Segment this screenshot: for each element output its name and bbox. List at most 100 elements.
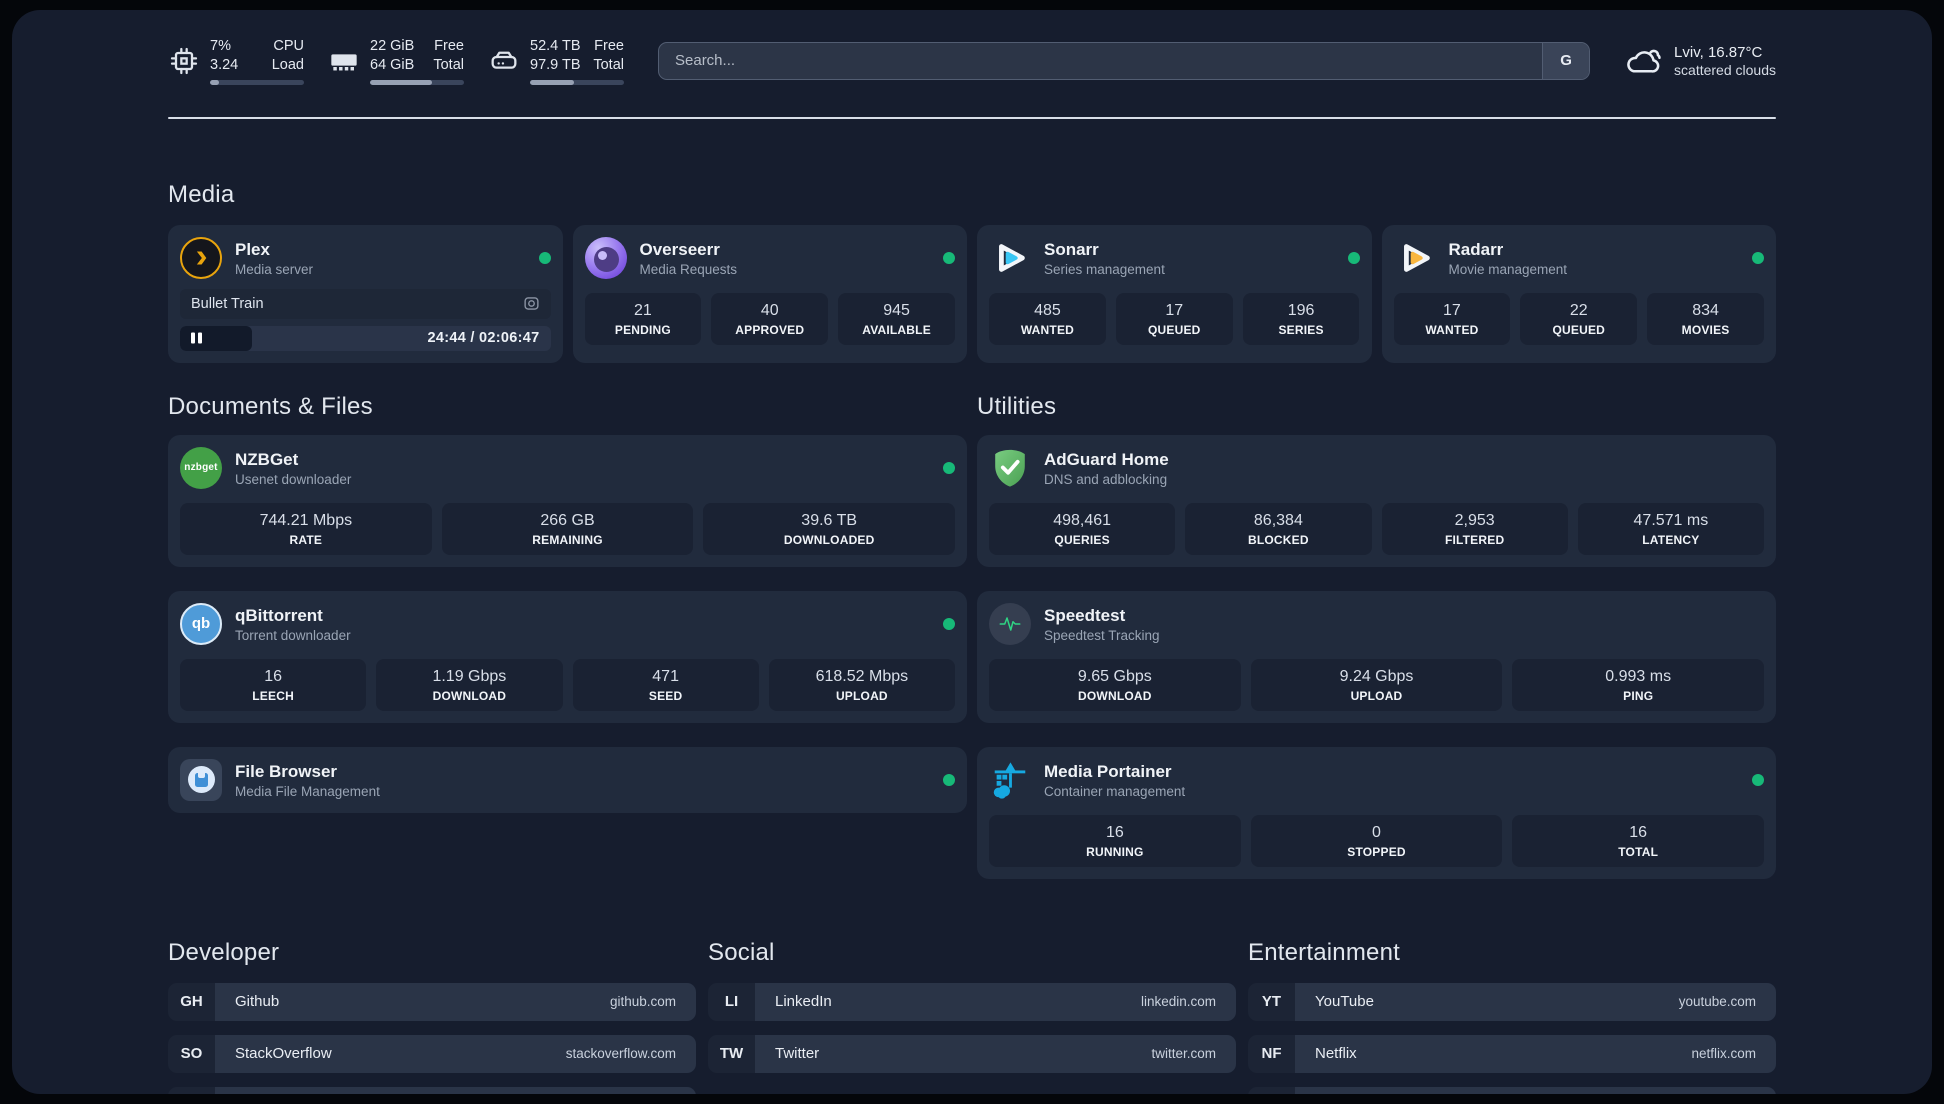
bookmark-name: StackOverflow (235, 1045, 332, 1063)
stat-value: 0 (1372, 823, 1381, 841)
stat-tile: 17 WANTED (1393, 292, 1511, 345)
bookmark-abbr: YT (1248, 982, 1295, 1021)
app-card-portainer[interactable]: Media Portainer Container management 16 … (977, 746, 1776, 879)
stat-label: STOPPED (1347, 844, 1406, 859)
stat-label: LATENCY (1642, 532, 1700, 547)
weather-condition: scattered clouds (1674, 61, 1776, 78)
bookmark-netflix[interactable]: NF Netflix netflix.com (1248, 1034, 1776, 1073)
stat-value: 40 (760, 301, 779, 319)
stat-label: PING (1623, 688, 1654, 703)
bookmark-reddit[interactable]: RE Reddit reddit.com (1248, 1086, 1776, 1094)
bookmark-abbr: GH (168, 982, 215, 1021)
adguard-icon (989, 447, 1031, 489)
memory-progress-bar (370, 79, 464, 85)
app-card-adguard[interactable]: AdGuard Home DNS and adblocking 498,461 … (977, 434, 1776, 567)
bookmark-url: twitter.com (1151, 1046, 1216, 1062)
bookmark-abbr: TW (708, 1034, 755, 1073)
cpu-progress-fill (210, 79, 220, 85)
weather-widget: Lviv, 16.87°C scattered clouds (1624, 42, 1776, 80)
app-description: Movie management (1448, 261, 1568, 277)
status-dot (943, 773, 955, 786)
stat-label: UPLOAD (1350, 688, 1403, 703)
stat-label: LEECH (252, 688, 294, 703)
stat-value: 498,461 (1053, 511, 1112, 529)
stat-tile: 618.52 Mbps UPLOAD (768, 658, 955, 711)
app-description: Container management (1044, 783, 1186, 799)
app-card-radarr[interactable]: Radarr Movie management 17 WANTED 22 QUE… (1381, 224, 1776, 363)
stat-tile: 498,461 QUERIES (989, 502, 1176, 555)
stat-label: RATE (289, 532, 323, 547)
sonarr-icon (989, 237, 1031, 279)
stat-value: 22 (1569, 301, 1588, 319)
app-card-plex[interactable]: Plex Media server Bullet Train 24:44 / 0… (168, 224, 563, 363)
memory-total: 64 GiB (370, 56, 415, 73)
app-card-sonarr[interactable]: Sonarr Series management 485 WANTED 17 Q… (977, 224, 1372, 363)
stat-tile: 0.993 ms PING (1512, 658, 1765, 711)
speedtest-icon (989, 602, 1031, 645)
cpu-icon (170, 47, 198, 74)
stat-label: TOTAL (1618, 844, 1659, 859)
app-card-filebrowser[interactable]: File Browser Media File Management (168, 746, 967, 813)
search-input[interactable] (659, 42, 1543, 79)
bookmark-url: github.com (609, 994, 676, 1010)
stat-tile: 16 TOTAL (1512, 814, 1765, 867)
disk-total: 97.9 TB (530, 56, 581, 73)
stat-value: 16 (264, 667, 283, 685)
bookmark-dev[interactable]: DT DEV dev.to (168, 1086, 696, 1094)
section-title-developer: Developer (168, 938, 280, 966)
system-stats: 7% 3.24 CPU Load (168, 37, 624, 85)
playback-progress-bar: 24:44 / 02:06:47 (180, 325, 551, 351)
stat-value: 744.21 Mbps (259, 511, 353, 529)
bookmark-twitter[interactable]: TW Twitter twitter.com (708, 1034, 1236, 1073)
app-description: Torrent downloader (235, 627, 351, 643)
status-dot (943, 251, 955, 264)
stat-label: PENDING (614, 322, 671, 337)
cpu-usage: 7% (210, 38, 231, 54)
app-card-nzbget[interactable]: nzbget NZBGet Usenet downloader 744.21 M… (168, 434, 967, 567)
stat-value: 9.65 Gbps (1077, 667, 1152, 685)
stat-label: AVAILABLE (862, 322, 931, 337)
cpu-label-2: Load (271, 56, 304, 73)
stat-label: REMAINING (532, 532, 603, 547)
search-bar: G (658, 41, 1591, 80)
stat-tile: 834 MOVIES (1647, 292, 1764, 345)
stat-value: 9.24 Gbps (1339, 667, 1414, 685)
nzbget-icon: nzbget (180, 446, 222, 489)
bookmark-stackoverflow[interactable]: SO StackOverflow stackoverflow.com (168, 1034, 696, 1073)
stat-value: 39.6 TB (801, 511, 858, 529)
stat-value: 86,384 (1253, 511, 1303, 529)
now-playing-row: Bullet Train (180, 288, 551, 319)
status-dot (1347, 251, 1360, 264)
search-engine-button[interactable]: G (1542, 42, 1590, 79)
stat-label: WANTED (1425, 322, 1479, 337)
bookmark-linkedin[interactable]: LI LinkedIn linkedin.com (708, 982, 1236, 1021)
bookmark-github[interactable]: GH Github github.com (168, 982, 696, 1021)
stat-value: 618.52 Mbps (815, 667, 909, 685)
status-dot (1752, 251, 1764, 264)
app-name: Plex (235, 239, 270, 259)
app-card-qbittorrent[interactable]: qb qBittorrent Torrent downloader 16 LEE… (168, 590, 967, 723)
stat-value: 471 (652, 667, 679, 685)
app-card-speedtest[interactable]: Speedtest Speedtest Tracking 9.65 Gbps D… (977, 590, 1776, 723)
stat-tile: 744.21 Mbps RATE (180, 502, 432, 555)
app-card-overseerr[interactable]: Overseerr Media Requests 21 PENDING 40 A… (572, 224, 967, 363)
section-title-social: Social (708, 938, 775, 966)
bookmark-name: Github (235, 993, 280, 1011)
status-dot (538, 251, 551, 264)
stat-label: DOWNLOADED (783, 532, 875, 547)
stat-tile: 86,384 BLOCKED (1185, 502, 1372, 555)
bookmark-youtube[interactable]: YT YouTube youtube.com (1248, 982, 1776, 1021)
qbittorrent-icon: qb (180, 602, 222, 645)
app-name: Radarr (1448, 239, 1504, 259)
app-name: NZBGet (235, 449, 299, 469)
section-title-media: Media (168, 180, 235, 208)
stat-tile: 471 SEED (572, 658, 759, 711)
stat-tile: 1.19 Gbps DOWNLOAD (376, 658, 563, 711)
app-description: DNS and adblocking (1044, 471, 1168, 487)
status-dot (943, 461, 955, 474)
app-description: Series management (1044, 261, 1165, 277)
cpu-load: 3.24 (210, 56, 239, 73)
stat-tile: 485 WANTED (989, 292, 1106, 345)
app-name: AdGuard Home (1044, 449, 1169, 469)
stat-value: 17 (1443, 301, 1461, 319)
